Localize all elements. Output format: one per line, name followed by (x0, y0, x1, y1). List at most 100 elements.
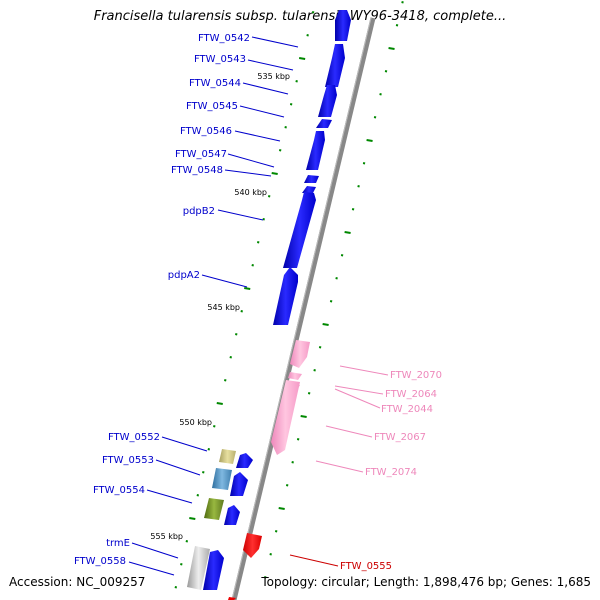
tick-mark (306, 34, 309, 37)
tick-mark (388, 47, 395, 50)
leader-ftw-0547 (227, 153, 275, 168)
tick-mark (351, 208, 355, 211)
gene-arrow-ftw-0554[interactable] (224, 505, 240, 525)
gene-arrow-ftw-0547[interactable] (304, 175, 319, 183)
label-ftw-0554[interactable]: FTW_0554 (93, 485, 145, 496)
label-ftw-2074[interactable]: FTW_2074 (365, 467, 417, 478)
gene-arrow-ftw-0548[interactable] (302, 186, 316, 193)
label-ftw-2064[interactable]: FTW_2064 (385, 389, 437, 400)
tick-mark (240, 310, 243, 313)
scale-label-550: 550 kbp (179, 418, 212, 427)
tick-mark (251, 264, 254, 267)
leader-ftw-2064 (334, 385, 384, 395)
tick-mark (384, 70, 388, 73)
feature-block-olive[interactable] (204, 498, 224, 520)
tick-mark (278, 507, 285, 510)
tick-mark (366, 139, 373, 142)
tick-mark (291, 461, 294, 464)
tick-mark (296, 438, 300, 441)
leader-ftw-0543 (247, 59, 294, 71)
feature-block-steel[interactable] (212, 468, 232, 490)
label-ftw-0545[interactable]: FTW_0545 (186, 101, 238, 112)
gene-arrow-ftw-2064[interactable] (288, 372, 302, 380)
tick-mark (244, 287, 251, 290)
leader-ftw-0552 (161, 436, 208, 452)
tick-mark (256, 241, 260, 244)
label-pdpb2[interactable]: pdpB2 (183, 206, 215, 217)
gene-arrow-ftw-0558[interactable] (203, 550, 224, 590)
gene-arrow-ftw-2070[interactable] (290, 340, 310, 368)
tick-mark (284, 126, 287, 129)
tick-mark (322, 323, 329, 326)
tick-mark (207, 448, 211, 451)
label-pdpa2[interactable]: pdpA2 (168, 270, 200, 281)
tick-mark (298, 57, 306, 60)
scale-label-540: 540 kbp (234, 188, 267, 197)
feature-block-khaki[interactable] (219, 449, 236, 464)
scale-label-535: 535 kbp (257, 72, 290, 81)
genome-backbone (231, 17, 376, 600)
tick-mark (395, 24, 399, 27)
tick-mark (262, 218, 265, 221)
label-ftw-0558[interactable]: FTW_0558 (74, 556, 126, 567)
gene-arrow-pdpb2[interactable] (283, 192, 316, 268)
label-ftw-2044[interactable]: FTW_2044 (381, 404, 433, 415)
label-ftw-0546[interactable]: FTW_0546 (180, 126, 232, 137)
tick-mark (229, 356, 232, 359)
tick-mark (174, 586, 178, 589)
leader-pdpb2 (217, 209, 264, 221)
label-ftw-0548[interactable]: FTW_0548 (171, 165, 223, 176)
tick-mark (271, 172, 278, 175)
gene-arrow-ftw-0553[interactable] (230, 472, 248, 496)
tick-mark (340, 254, 344, 257)
tick-mark (329, 300, 333, 303)
tick-mark (196, 494, 200, 497)
label-ftw-0542[interactable]: FTW_0542 (198, 33, 250, 44)
gene-labels: FTW_0542 FTW_0543 FTW_0544 FTW_0545 FTW_… (74, 33, 442, 572)
forward-genes (203, 10, 351, 590)
scale-labels: 535 kbp 540 kbp 545 kbp 550 kbp 555 kbp (150, 72, 290, 541)
feature-block-grey[interactable] (187, 546, 210, 590)
gene-arrow-ftw-0544[interactable] (318, 85, 337, 117)
gene-arrow-red-bottom (228, 597, 236, 600)
leader-ftw-0548 (224, 169, 272, 177)
tick-mark (224, 379, 227, 382)
map-title: Francisella tularensis subsp. tularensis… (93, 9, 507, 24)
gene-arrow-ftw-0543[interactable] (325, 44, 345, 87)
gene-arrow-ftw-0546[interactable] (306, 131, 325, 170)
tick-mark (311, 11, 315, 14)
scale-label-555: 555 kbp (150, 532, 183, 541)
gene-arrow-ftw-0552[interactable] (236, 453, 253, 468)
tick-mark (289, 103, 293, 106)
label-ftw-0543[interactable]: FTW_0543 (194, 54, 246, 65)
leader-ftw-0546 (234, 130, 281, 142)
label-ftw-0553[interactable]: FTW_0553 (102, 455, 154, 466)
leader-ftw-0544 (242, 82, 289, 95)
tick-mark (300, 415, 307, 418)
tick-mark (180, 563, 183, 566)
gene-arrow-ftw-2067[interactable] (271, 380, 300, 455)
label-ftw-0555[interactable]: FTW_0555 (340, 561, 392, 572)
label-ftw-0544[interactable]: FTW_0544 (189, 78, 241, 89)
label-ftw-0552[interactable]: FTW_0552 (108, 432, 160, 443)
leader-ftw-0542 (251, 36, 299, 48)
gene-arrow-ftw-0545[interactable] (316, 119, 332, 128)
gene-arrow-ftw-0555[interactable] (243, 533, 262, 558)
label-trme[interactable]: trmE (106, 538, 130, 549)
forward-label-leaders (128, 36, 299, 576)
leader-ftw-0554 (146, 489, 193, 504)
label-ftw-2070[interactable]: FTW_2070 (390, 370, 442, 381)
leader-pdpa2 (201, 274, 248, 288)
leader-ftw-0553 (155, 459, 201, 476)
leader-ftw-0545 (239, 105, 285, 118)
label-ftw-2067[interactable]: FTW_2067 (374, 432, 426, 443)
leader-trme (131, 542, 179, 559)
genome-backbone-highlight (231, 17, 372, 600)
tick-mark (313, 369, 316, 372)
gene-arrow-ftw-0542[interactable] (335, 10, 351, 41)
label-ftw-0547[interactable]: FTW_0547 (175, 149, 227, 160)
gene-arrow-pdpa2[interactable] (273, 267, 298, 325)
tick-marks (174, 1, 404, 589)
tick-mark (189, 517, 196, 520)
tick-mark (274, 530, 278, 533)
